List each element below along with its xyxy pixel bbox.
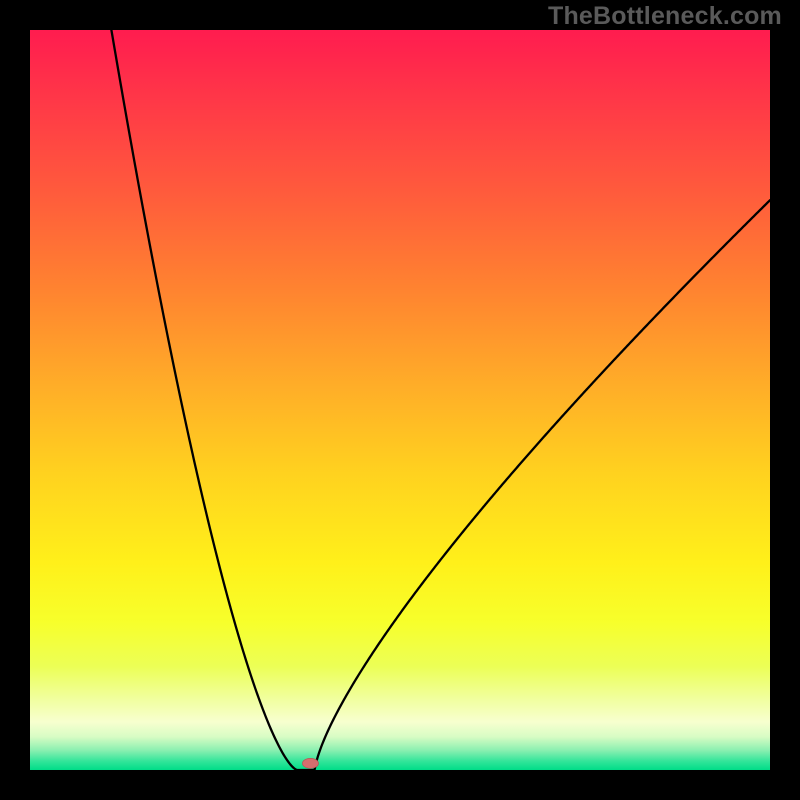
watermark-text: TheBottleneck.com	[548, 2, 782, 31]
vertex-marker	[302, 758, 318, 768]
chart-background	[30, 30, 770, 770]
bottleneck-chart	[30, 30, 770, 770]
